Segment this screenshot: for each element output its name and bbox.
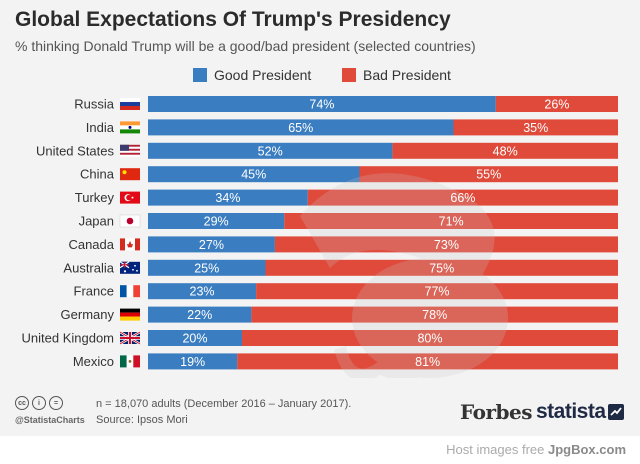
labels-group: 74% 26% 65% 35% 52% 48% 45% 55% 34% 66% 29% 71% 27% 7… [180,98,569,369]
category-label: Canada [68,237,114,252]
data-label-bad: 66% [450,191,475,205]
statista-handle: @StatistaCharts [15,415,85,425]
legend-item-good: Good President [193,67,311,83]
category-label: United States [36,143,115,158]
bar-bad [251,306,618,323]
india-flag-icon [120,121,140,134]
data-label-good: 65% [288,121,313,135]
host-text[interactable]: Host images free JpgBox.com [446,442,626,457]
bar-good [148,283,257,300]
bar-bad [256,283,618,300]
chart-subtitle: % thinking Donald Trump will be a good/b… [15,38,476,54]
category-label: Russia [74,97,115,112]
data-label-bad: 75% [429,261,454,275]
license-icons: cc i = [15,396,63,410]
data-label-bad: 77% [425,285,450,299]
forbes-logo[interactable]: Forbes [460,400,532,424]
category-label: United Kingdom [22,331,115,346]
usa-flag-icon [120,144,140,157]
bar-bad [274,236,618,253]
by-icon: i [32,396,46,410]
data-label-bad: 71% [439,215,464,229]
bar-good [148,259,266,276]
data-label-good: 22% [187,308,212,322]
chart-title: Global Expectations Of Trump's Presidenc… [15,8,451,31]
bar-bad [242,330,618,346]
turkey-flag-icon [120,191,140,204]
category-label: China [80,167,115,182]
bar-bad [284,213,618,229]
bar-bad [453,119,618,136]
host-banner: Host images free JpgBox.com [0,436,640,464]
data-label-bad: 48% [493,144,518,158]
watermark-icon [300,173,508,378]
bar-bad [237,353,619,370]
category-label: Japan [79,214,114,229]
bar-good [148,119,454,136]
data-label-good: 74% [309,98,334,112]
data-label-bad: 81% [415,355,440,369]
bar-good [148,142,393,159]
germany-flag-icon [120,308,140,321]
data-label-bad: 55% [476,168,501,182]
data-label-good: 45% [241,168,266,182]
category-label: India [86,120,115,135]
bar-bad [392,142,618,159]
bar-good [148,213,285,229]
legend-label-good: Good President [214,67,312,83]
data-label-good: 52% [258,144,283,158]
data-label-good: 34% [215,191,240,205]
bar-bad [359,166,618,183]
bar-good [148,96,496,112]
china-flag-icon [120,168,140,181]
bar-good [148,306,252,323]
data-label-bad: 80% [417,332,442,346]
australia-flag-icon [119,261,140,274]
bar-good [148,236,275,253]
cc-icon: cc [15,396,29,410]
category-label: Germany [61,307,115,322]
legend-item-bad: Bad President [342,67,451,83]
data-label-good: 29% [204,215,229,229]
data-label-good: 27% [199,238,224,252]
legend-swatch-good [193,68,207,82]
bar-good [148,189,308,206]
uk-flag-icon [119,330,141,346]
bar-good [148,353,238,370]
category-label: Mexico [73,354,114,369]
bars-group [148,96,619,370]
host-brand[interactable]: JpgBox.com [547,442,626,457]
mexico-flag-icon [120,355,140,368]
legend-label-bad: Bad President [363,67,451,83]
legend-swatch-bad [342,68,356,82]
category-label: France [74,284,114,299]
category-label: Australia [63,260,114,275]
bar-good [148,330,242,346]
bar-bad [265,259,618,276]
category-label: Turkey [75,190,115,205]
data-label-bad: 73% [434,238,459,252]
source-note: Source: Ipsos Mori [96,414,188,426]
legend: Good President Bad President [0,67,640,85]
bar-bad [307,189,618,206]
canada-flag-icon [120,238,140,251]
russia-flag-icon [120,98,140,110]
data-label-good: 25% [194,261,219,275]
nd-icon: = [49,396,63,410]
data-label-bad: 35% [523,121,548,135]
data-label-good: 19% [180,355,205,369]
statista-logo[interactable]: statista [536,400,606,423]
japan-flag-icon [119,214,141,228]
bar-chart: Russia India United States China Turkey Japan… [22,96,619,378]
data-label-bad: 26% [544,98,569,112]
data-label-good: 23% [190,285,215,299]
data-label-bad: 78% [422,308,447,322]
bar-bad [495,96,618,112]
data-label-good: 20% [182,332,207,346]
sample-note: n = 18,070 adults (December 2016 – Janua… [96,398,352,410]
france-flag-icon [120,285,140,298]
statista-mark-icon [608,404,624,420]
bar-good [148,166,360,183]
